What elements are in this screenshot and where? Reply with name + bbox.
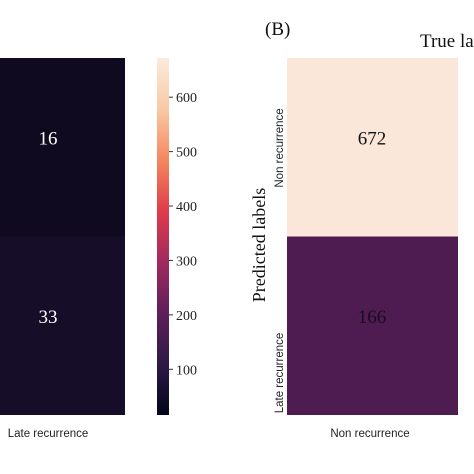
panel-b-y-tick-top: Non recurrence bbox=[274, 108, 286, 187]
panel-b-y-tick-bottom: Late recurrence bbox=[274, 333, 286, 414]
panel-b-heatmap: (B) True la 672 166 Predicted labels Non… bbox=[249, 19, 474, 440]
panel-b-value-bottom: 166 bbox=[358, 307, 387, 328]
panel-b-title: True la bbox=[420, 31, 474, 52]
panel-a-cell-bottom bbox=[0, 236, 125, 415]
colorbar-tick-label: 300 bbox=[176, 254, 197, 269]
panel-b-y-axis-label: Predicted labels bbox=[249, 188, 269, 302]
panel-b-value-top: 672 bbox=[358, 128, 387, 149]
colorbar-ticks: 100 200 300 400 500 600 bbox=[169, 91, 197, 378]
colorbar-tick-label: 400 bbox=[176, 200, 197, 215]
panel-b-cell-top bbox=[287, 58, 458, 237]
panel-b-x-tick-label: Non recurrence bbox=[330, 428, 409, 440]
colorbar-tick-label: 100 bbox=[176, 363, 197, 378]
colorbar-tick-label: 200 bbox=[176, 309, 197, 324]
panel-b-label: (B) bbox=[265, 19, 290, 40]
colorbar-tick-label: 600 bbox=[176, 91, 197, 106]
colorbar-tick-label: 500 bbox=[176, 146, 197, 161]
panel-a-value-top: 16 bbox=[39, 128, 58, 149]
panel-a-heatmap: 16 33 Late recurrence bbox=[0, 58, 125, 440]
panel-a-cell-top bbox=[0, 58, 125, 237]
panel-b-cell-bottom bbox=[287, 236, 458, 415]
colorbar-gradient bbox=[157, 58, 169, 415]
colorbar: 100 200 300 400 500 600 bbox=[157, 58, 197, 415]
panel-a-value-bottom: 33 bbox=[39, 307, 58, 328]
panel-a-x-tick-label: Late recurrence bbox=[8, 428, 89, 440]
